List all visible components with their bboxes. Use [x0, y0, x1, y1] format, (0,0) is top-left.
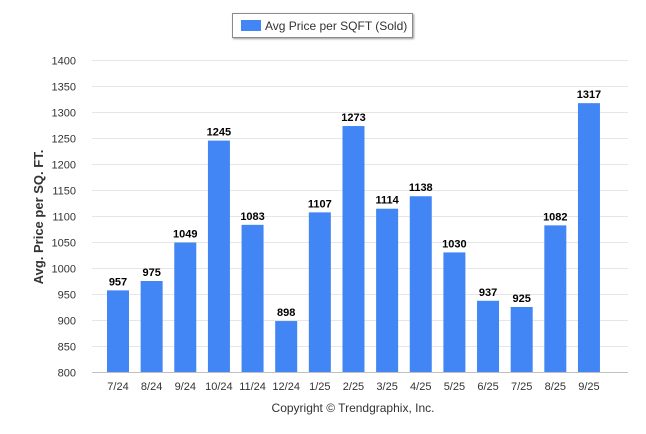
- x-tick-label: 8/24: [141, 381, 162, 393]
- bar: [107, 290, 129, 372]
- bar: [241, 224, 264, 372]
- data-label: 957: [109, 276, 127, 288]
- x-tick-label: 11/24: [239, 381, 266, 393]
- bars: [107, 103, 600, 372]
- y-tick-label: 1350: [52, 82, 76, 94]
- data-label: 1107: [308, 198, 332, 210]
- bar: [409, 196, 432, 372]
- legend-swatch: [241, 20, 261, 31]
- data-label: 975: [142, 267, 160, 279]
- y-tick-label: 1300: [52, 108, 76, 120]
- bar: [477, 300, 500, 372]
- x-tick-label: 3/25: [376, 381, 397, 393]
- y-axis-label: Avg. Price per SQ. FT.: [31, 150, 46, 285]
- y-tick-label: 1200: [52, 160, 76, 172]
- data-label: 925: [513, 293, 531, 305]
- bar: [376, 208, 399, 372]
- x-tick-label: 4/25: [410, 381, 431, 393]
- x-tick-label: 12/24: [272, 381, 300, 393]
- y-tick-labels: 800 850 900 950 1000 1050 1100 1150 1200 1250 1300…: [52, 56, 76, 380]
- x-tick-label: 1/25: [309, 381, 330, 393]
- data-label: 1245: [207, 127, 231, 139]
- data-label: 1114: [375, 195, 399, 207]
- data-label: 1138: [409, 182, 433, 194]
- data-label: 1317: [577, 89, 601, 101]
- x-tick-label: 7/24: [107, 381, 128, 393]
- bar: [544, 225, 567, 372]
- x-tick-label: 2/25: [343, 381, 364, 393]
- bar: [577, 103, 600, 372]
- data-label: 1049: [173, 229, 197, 241]
- bar: [308, 212, 331, 372]
- bar: [510, 307, 533, 372]
- data-label: 898: [277, 307, 295, 319]
- y-tick-label: 1050: [52, 238, 76, 250]
- data-label: 1273: [341, 112, 365, 124]
- copyright-text: Copyright © Trendgraphix, Inc.: [271, 401, 435, 415]
- legend: Avg Price per SQFT (Sold): [232, 13, 413, 38]
- x-tick-label: 6/25: [477, 381, 498, 393]
- x-tick-label: 9/24: [175, 381, 196, 393]
- y-tick-label: 1400: [52, 56, 76, 68]
- y-tick-label: 800: [58, 368, 76, 380]
- data-label: 937: [479, 287, 497, 299]
- x-tick-labels: 7/24 8/24 9/24 10/24 11/24 12/24 1/25 2/25 3/25 4…: [107, 381, 599, 393]
- x-tick-label: 8/25: [545, 381, 566, 393]
- data-label: 1083: [240, 211, 264, 223]
- x-tick-label: 10/24: [205, 381, 233, 393]
- y-tick-label: 850: [58, 342, 76, 354]
- legend-label: Avg Price per SQFT (Sold): [265, 18, 408, 33]
- x-tick-label: 9/25: [578, 381, 599, 393]
- y-tick-label: 1100: [52, 212, 76, 224]
- bar: [342, 126, 365, 372]
- y-tick-label: 1000: [52, 264, 76, 276]
- bar: [140, 281, 163, 372]
- y-tick-label: 950: [58, 290, 76, 302]
- bar: [174, 242, 197, 372]
- y-tick-label: 900: [58, 316, 76, 328]
- x-tick-label: 7/25: [511, 381, 532, 393]
- data-labels: 957 975 1049 1245 1083 898 1107 1273 1114 1138 103…: [109, 89, 601, 319]
- bar: [443, 252, 466, 372]
- y-tick-label: 1150: [52, 186, 76, 198]
- x-tick-label: 5/25: [444, 381, 465, 393]
- data-label: 1082: [543, 211, 567, 223]
- y-tick-label: 1250: [52, 134, 76, 146]
- bar: [275, 321, 298, 372]
- bar: [207, 140, 230, 372]
- data-label: 1030: [442, 238, 466, 250]
